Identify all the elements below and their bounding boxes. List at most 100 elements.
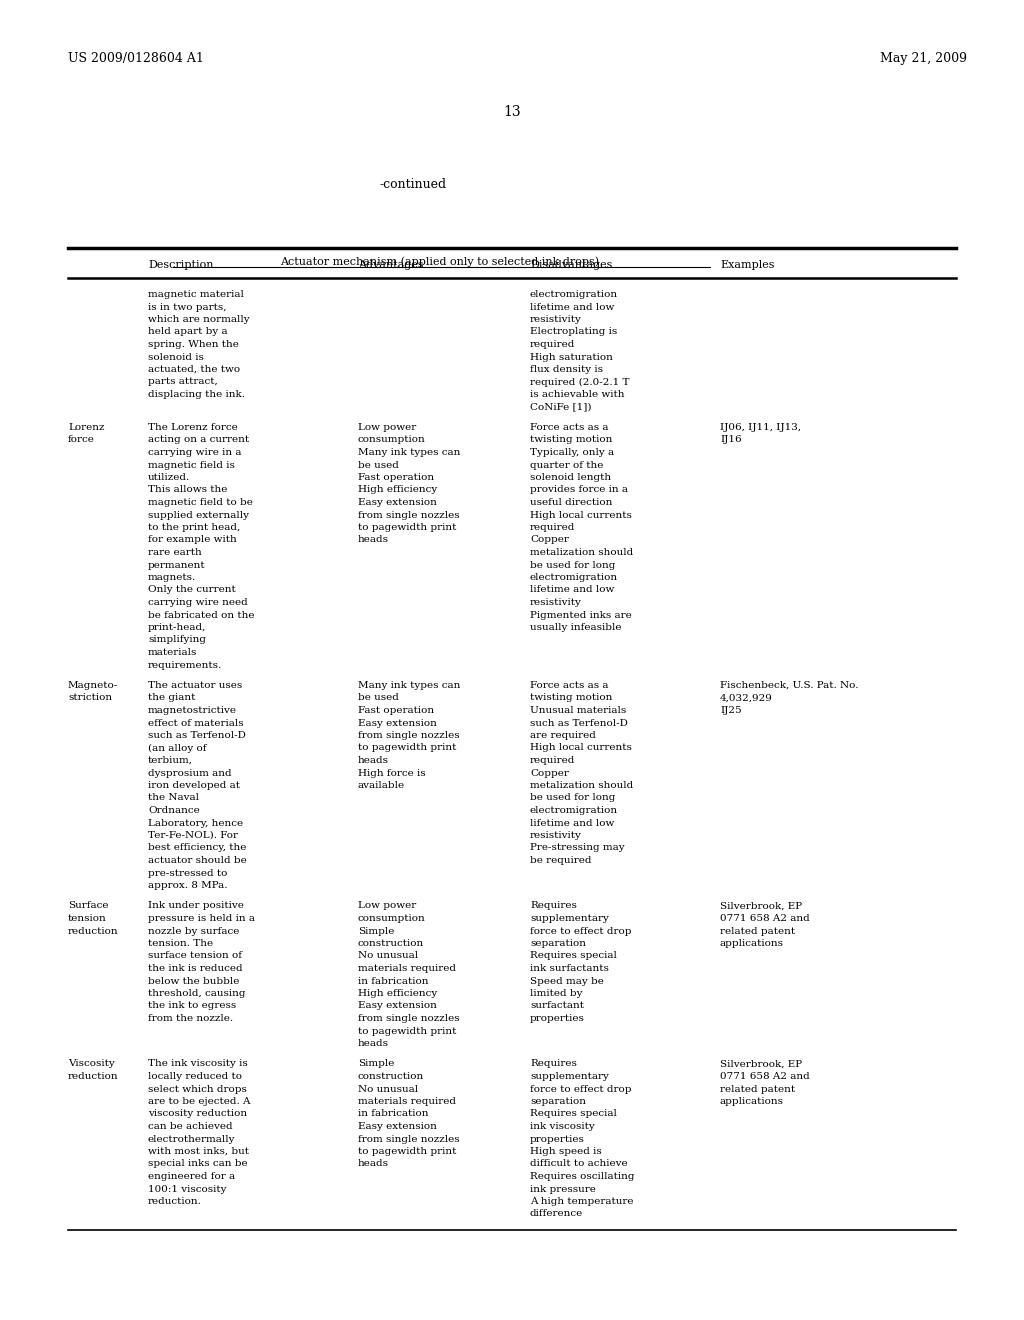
Text: A high temperature: A high temperature — [530, 1197, 634, 1206]
Text: carrying wire in a: carrying wire in a — [148, 447, 242, 457]
Text: 0771 658 A2 and: 0771 658 A2 and — [720, 1072, 810, 1081]
Text: magnetostrictive: magnetostrictive — [148, 706, 237, 715]
Text: from single nozzles: from single nozzles — [358, 1134, 460, 1143]
Text: Ter-Fe-NOL). For: Ter-Fe-NOL). For — [148, 832, 238, 840]
Text: rare earth: rare earth — [148, 548, 202, 557]
Text: from single nozzles: from single nozzles — [358, 1014, 460, 1023]
Text: ink pressure: ink pressure — [530, 1184, 596, 1193]
Text: Actuator mechanism (applied only to selected ink drops): Actuator mechanism (applied only to sele… — [281, 256, 600, 267]
Text: from the nozzle.: from the nozzle. — [148, 1014, 233, 1023]
Text: be used: be used — [358, 693, 399, 702]
Text: to pagewidth print: to pagewidth print — [358, 1147, 457, 1156]
Text: High efficiency: High efficiency — [358, 486, 437, 495]
Text: reduction.: reduction. — [148, 1197, 202, 1206]
Text: High local currents: High local currents — [530, 743, 632, 752]
Text: pressure is held in a: pressure is held in a — [148, 913, 255, 923]
Text: force to effect drop: force to effect drop — [530, 927, 632, 936]
Text: Ink under positive: Ink under positive — [148, 902, 244, 911]
Text: reduction: reduction — [68, 927, 119, 936]
Text: applications: applications — [720, 1097, 784, 1106]
Text: heads: heads — [358, 756, 389, 766]
Text: from single nozzles: from single nozzles — [358, 731, 460, 741]
Text: 0771 658 A2 and: 0771 658 A2 and — [720, 913, 810, 923]
Text: Easy extension: Easy extension — [358, 718, 437, 727]
Text: magnetic field is: magnetic field is — [148, 461, 234, 470]
Text: 4,032,929: 4,032,929 — [720, 693, 773, 702]
Text: May 21, 2009: May 21, 2009 — [880, 51, 967, 65]
Text: Requires: Requires — [530, 902, 577, 911]
Text: available: available — [358, 781, 406, 789]
Text: surface tension of: surface tension of — [148, 952, 242, 961]
Text: Fast operation: Fast operation — [358, 473, 434, 482]
Text: Silverbrook, EP: Silverbrook, EP — [720, 1060, 802, 1068]
Text: High speed is: High speed is — [530, 1147, 602, 1156]
Text: High efficiency: High efficiency — [358, 989, 437, 998]
Text: required: required — [530, 523, 575, 532]
Text: heads: heads — [358, 1039, 389, 1048]
Text: related patent: related patent — [720, 1085, 795, 1093]
Text: force: force — [68, 436, 95, 445]
Text: tension: tension — [68, 913, 106, 923]
Text: can be achieved: can be achieved — [148, 1122, 232, 1131]
Text: are to be ejected. A: are to be ejected. A — [148, 1097, 251, 1106]
Text: actuator should be: actuator should be — [148, 855, 247, 865]
Text: related patent: related patent — [720, 927, 795, 936]
Text: The Lorenz force: The Lorenz force — [148, 422, 238, 432]
Text: with most inks, but: with most inks, but — [148, 1147, 249, 1156]
Text: is achievable with: is achievable with — [530, 389, 625, 399]
Text: High force is: High force is — [358, 768, 426, 777]
Text: Easy extension: Easy extension — [358, 1122, 437, 1131]
Text: Examples: Examples — [720, 260, 774, 271]
Text: Surface: Surface — [68, 902, 109, 911]
Text: held apart by a: held apart by a — [148, 327, 227, 337]
Text: required: required — [530, 756, 575, 766]
Text: The actuator uses: The actuator uses — [148, 681, 243, 690]
Text: metalization should: metalization should — [530, 781, 633, 789]
Text: Typically, only a: Typically, only a — [530, 447, 614, 457]
Text: simplifying: simplifying — [148, 635, 206, 644]
Text: lifetime and low: lifetime and low — [530, 302, 614, 312]
Text: in fabrication: in fabrication — [358, 1110, 428, 1118]
Text: Magneto-: Magneto- — [68, 681, 118, 690]
Text: the Naval: the Naval — [148, 793, 199, 803]
Text: Requires special: Requires special — [530, 952, 616, 961]
Text: required: required — [530, 341, 575, 348]
Text: twisting motion: twisting motion — [530, 436, 612, 445]
Text: separation: separation — [530, 1097, 586, 1106]
Text: best efficiency, the: best efficiency, the — [148, 843, 247, 853]
Text: tension. The: tension. The — [148, 939, 213, 948]
Text: resistivity: resistivity — [530, 832, 582, 840]
Text: striction: striction — [68, 693, 112, 702]
Text: Viscosity: Viscosity — [68, 1060, 115, 1068]
Text: Pigmented inks are: Pigmented inks are — [530, 610, 632, 619]
Text: approx. 8 MPa.: approx. 8 MPa. — [148, 880, 227, 890]
Text: Lorenz: Lorenz — [68, 422, 104, 432]
Text: be used: be used — [358, 461, 399, 470]
Text: Disadvantages: Disadvantages — [530, 260, 612, 271]
Text: Many ink types can: Many ink types can — [358, 447, 461, 457]
Text: supplied externally: supplied externally — [148, 511, 249, 520]
Text: Force acts as a: Force acts as a — [530, 681, 608, 690]
Text: to the print head,: to the print head, — [148, 523, 241, 532]
Text: properties: properties — [530, 1134, 585, 1143]
Text: CoNiFe [1]): CoNiFe [1]) — [530, 403, 592, 412]
Text: Ordnance: Ordnance — [148, 807, 200, 814]
Text: Only the current: Only the current — [148, 586, 236, 594]
Text: Description: Description — [148, 260, 213, 271]
Text: Speed may be: Speed may be — [530, 977, 604, 986]
Text: parts attract,: parts attract, — [148, 378, 218, 387]
Text: provides force in a: provides force in a — [530, 486, 628, 495]
Text: Silverbrook, EP: Silverbrook, EP — [720, 902, 802, 911]
Text: in fabrication: in fabrication — [358, 977, 428, 986]
Text: lifetime and low: lifetime and low — [530, 586, 614, 594]
Text: resistivity: resistivity — [530, 598, 582, 607]
Text: twisting motion: twisting motion — [530, 693, 612, 702]
Text: solenoid is: solenoid is — [148, 352, 204, 362]
Text: viscosity reduction: viscosity reduction — [148, 1110, 247, 1118]
Text: Laboratory, hence: Laboratory, hence — [148, 818, 243, 828]
Text: usually infeasible: usually infeasible — [530, 623, 622, 632]
Text: solenoid length: solenoid length — [530, 473, 611, 482]
Text: lifetime and low: lifetime and low — [530, 818, 614, 828]
Text: to pagewidth print: to pagewidth print — [358, 1027, 457, 1035]
Text: electromigration: electromigration — [530, 573, 618, 582]
